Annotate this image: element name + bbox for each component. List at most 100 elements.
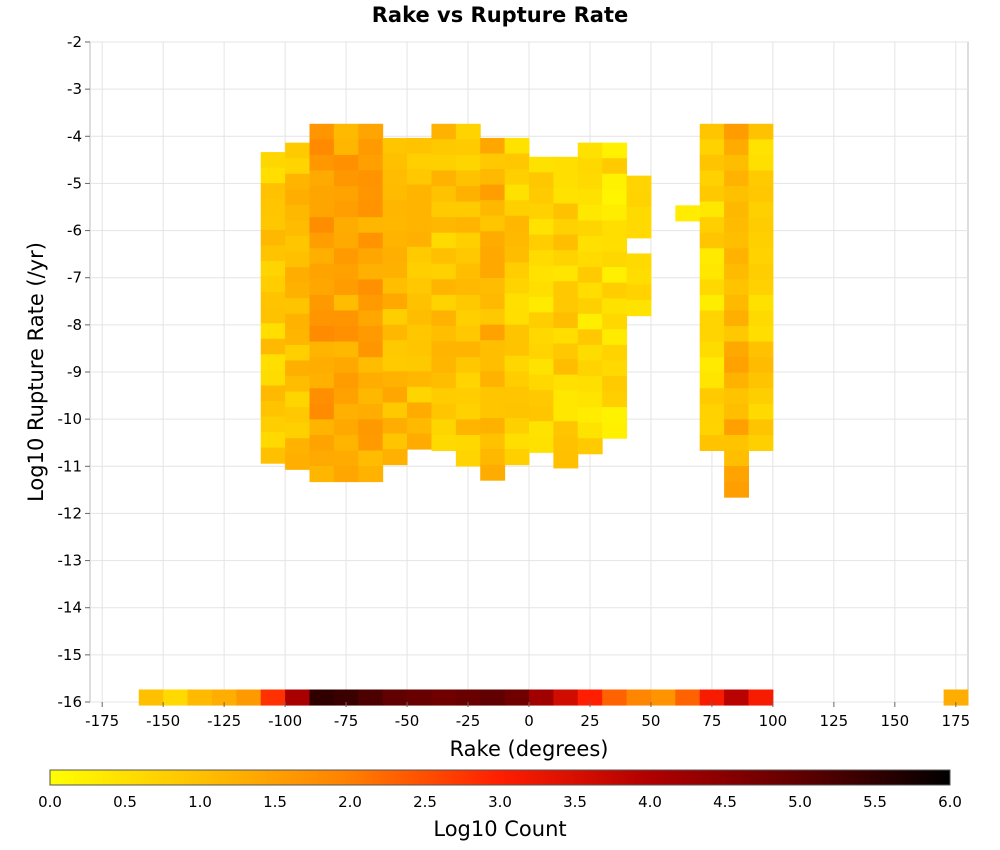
heatmap-cell	[504, 417, 530, 435]
heatmap-cell	[577, 173, 603, 190]
heatmap-cell	[529, 436, 554, 453]
colorbar-tick-label: 6.0	[938, 793, 962, 811]
chart-title: Rake vs Rupture Rate	[372, 3, 628, 27]
x-tick-label: -75	[334, 712, 359, 730]
heatmap-cell	[309, 279, 335, 296]
heatmap-cell	[699, 248, 725, 265]
heatmap-cell	[553, 436, 579, 453]
heatmap-cell	[480, 215, 506, 232]
heatmap-cell	[407, 402, 432, 419]
x-tick-label: -100	[268, 712, 302, 730]
heatmap-cell	[577, 376, 603, 393]
heatmap-cell	[285, 453, 310, 470]
heatmap-cell	[455, 170, 481, 187]
y-tick-label: -3	[67, 80, 82, 98]
heatmap-cell	[699, 139, 725, 156]
heatmap-cell	[431, 186, 457, 203]
heatmap-cell	[431, 170, 457, 187]
heatmap-cell	[529, 405, 554, 422]
heatmap-cell	[577, 391, 603, 408]
heatmap-cell	[529, 343, 554, 360]
heatmap-cell	[699, 232, 725, 249]
heatmap-cell	[358, 310, 384, 327]
heatmap-cell	[431, 279, 457, 296]
y-tick-label: -6	[67, 222, 82, 240]
heatmap-cell	[455, 357, 481, 374]
heatmap-cell	[724, 341, 749, 358]
heatmap-cell	[504, 340, 530, 357]
heatmap-cell	[333, 248, 359, 265]
y-tick-label: -7	[67, 269, 82, 287]
heatmap-cell	[431, 403, 457, 420]
heatmap-cell	[553, 689, 579, 706]
heatmap-cell	[260, 432, 286, 449]
heatmap-cell	[480, 184, 506, 201]
heatmap-cell	[504, 262, 530, 279]
colorbar-ticks: 0.0 0.5 1.0 1.5 2.0 2.5 3.0 3.5 4.0 4.5 5.0 5.5 6.0	[38, 793, 962, 811]
heatmap-cell	[455, 403, 481, 420]
heatmap-cell	[553, 187, 579, 204]
heatmap-cell	[407, 371, 432, 388]
heatmap-cell	[285, 391, 310, 408]
heatmap-cell	[504, 246, 530, 263]
heatmap-cell	[407, 231, 432, 248]
heatmap-cell	[724, 154, 749, 171]
heatmap-cell	[382, 689, 408, 706]
heatmap-cell	[382, 309, 408, 326]
heatmap-cell	[553, 296, 579, 313]
heatmap-cell	[602, 689, 628, 706]
heatmap-cell	[382, 246, 408, 263]
heatmap-cell	[626, 191, 652, 208]
heatmap-cell	[260, 307, 286, 324]
heatmap-cell	[748, 248, 774, 265]
heatmap-cell	[333, 403, 359, 420]
heatmap-cell	[455, 388, 481, 405]
heatmap-cell	[358, 419, 384, 436]
heatmap-cell	[285, 407, 310, 424]
heatmap-cell	[358, 154, 384, 171]
heatmap-cell	[285, 344, 310, 361]
heatmap-cell	[309, 170, 335, 187]
heatmap-cell	[285, 282, 310, 299]
heatmap-cell	[358, 263, 384, 280]
heatmap-cell	[431, 341, 457, 358]
heatmap-cell	[309, 294, 335, 311]
heatmap-cell	[699, 154, 725, 171]
heatmap-cell	[285, 235, 310, 253]
heatmap-cell	[480, 200, 506, 217]
heatmap-cell	[382, 324, 408, 341]
heatmap-cell	[943, 689, 969, 706]
heatmap-cell	[724, 248, 749, 265]
heatmap-cell	[431, 294, 457, 311]
heatmap-cell	[407, 215, 432, 232]
heatmap-cell	[480, 293, 506, 310]
heatmap-cell	[748, 217, 774, 234]
heatmap-cell	[529, 172, 554, 189]
heatmap-cell	[529, 156, 554, 173]
x-tick-label: 125	[820, 712, 849, 730]
heatmap-cell	[748, 372, 774, 389]
heatmap-cell	[553, 265, 579, 282]
x-tick-label: -50	[395, 712, 420, 730]
heatmap-cell	[455, 372, 481, 389]
heatmap-cell	[260, 416, 286, 433]
heatmap-cell	[285, 438, 310, 455]
heatmap-cell	[309, 689, 335, 706]
heatmap-cell	[285, 251, 310, 268]
heatmap-cell	[553, 405, 579, 422]
heatmap-cell	[480, 309, 506, 326]
heatmap-cell	[529, 359, 554, 376]
heatmap-cell	[504, 324, 530, 341]
heatmap-cell	[358, 466, 384, 483]
heatmap-cell	[333, 232, 359, 249]
heatmap-cell	[602, 189, 628, 206]
heatmap-cell	[602, 344, 628, 361]
heatmap-cell	[455, 326, 481, 343]
heatmap-cell	[260, 447, 286, 464]
heatmap-cell	[602, 173, 628, 190]
heatmap-cell	[504, 386, 530, 403]
heatmap-cell	[309, 326, 335, 343]
heatmap-cell	[577, 422, 603, 439]
heatmap-cell	[382, 262, 408, 279]
heatmap-cell	[431, 419, 457, 436]
